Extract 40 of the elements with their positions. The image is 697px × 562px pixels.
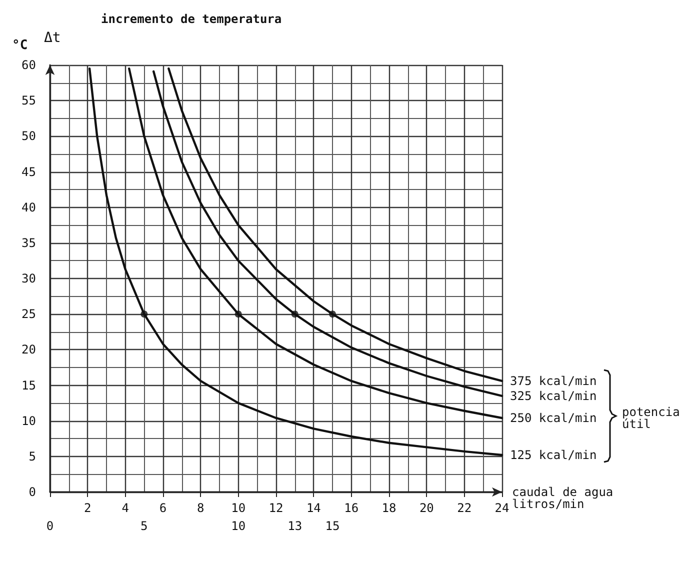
series-label: 375 kcal/min [510,374,597,388]
y-axis-title: Δt [44,30,61,46]
y-tick-label: 40 [22,200,36,214]
x-tick-label: 20 [419,501,434,515]
series-label: 125 kcal/min [510,448,597,462]
text: potencia útil [622,405,688,431]
x-tick-label: 18 [382,501,396,515]
x-tick-label: 8 [197,501,204,515]
y-tick-label: 20 [22,342,36,357]
x-tick-label: 2 [84,501,92,515]
y-tick-label: 60 [22,58,36,72]
y-tick-label: 50 [22,129,36,144]
x2-tick-label: 15 [325,519,340,533]
x-tick-label: 6 [159,501,167,515]
text: °C [12,38,28,53]
x-tick-label: 14 [306,501,321,515]
y-tick-label: 15 [22,378,36,392]
y-tick-label: 45 [22,164,36,179]
line-series [88,67,504,456]
y-tick-label: 0 [28,485,36,499]
x-tick-label: 22 [457,501,472,515]
y-tick-label: 35 [22,236,36,250]
y-tick-label: 10 [22,414,36,428]
x-tick-label: 24 [494,501,510,515]
series-label: 250 kcal/min [510,410,597,425]
x2-tick-label: 0 [46,519,54,533]
chart-title: incremento de temperatura [101,12,282,26]
series-label: 325 kcal/min [510,388,597,403]
x-tick-label: 10 [231,501,246,515]
y-tick-label: 25 [22,307,36,322]
x-axis-title: caudal de agua litros/min [512,485,620,511]
y-tick-label: 55 [22,94,36,108]
x-tick-label: 16 [344,501,359,515]
y-tick-label: 30 [22,272,36,286]
x-tick-label: 12 [268,501,284,515]
x-tick-label: 4 [122,501,129,515]
x2-tick-label: 5 [140,519,148,533]
x2-tick-label: 10 [231,519,246,533]
y-tick-label: 5 [28,449,36,464]
x2-tick-label: 13 [288,519,302,533]
